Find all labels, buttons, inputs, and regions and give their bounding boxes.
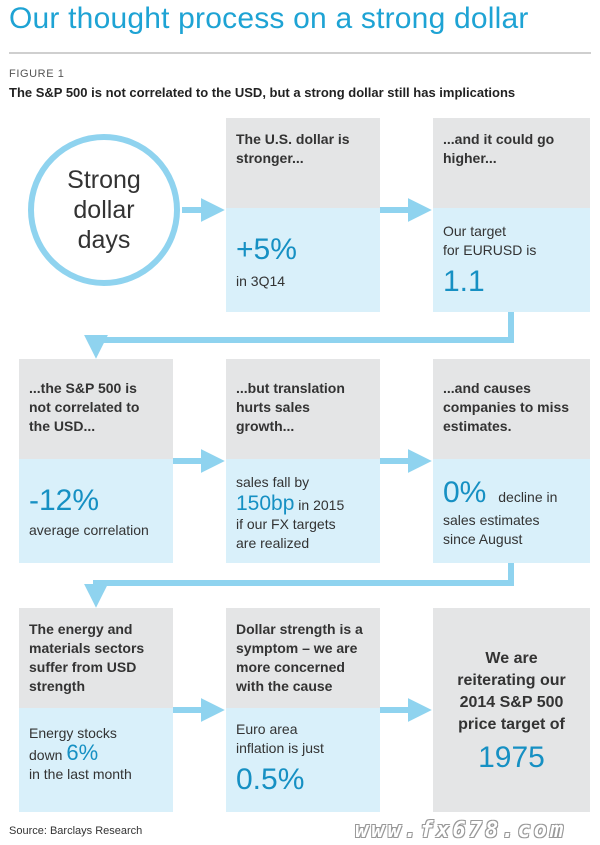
watermark: www.fx678.com bbox=[355, 818, 567, 843]
row1-col3-premise: ...and it could go higher... bbox=[433, 118, 590, 208]
energy-stocks-drop-value: 6% bbox=[66, 740, 99, 765]
euro-inflation-value: 0.5% bbox=[236, 763, 305, 796]
page-title: Our thought process on a strong dollar bbox=[9, 2, 529, 35]
sales-fall-value: 150bp bbox=[236, 492, 295, 515]
eurusd-target-value: 1.1 bbox=[443, 265, 485, 298]
row2-col1-premise: ...the S&P 500 is not correlated to the … bbox=[19, 359, 173, 459]
row2-col3-premise: ...and causes companies to miss estimate… bbox=[433, 359, 590, 459]
row2-col3-fact: 0% decline in sales estimates since Augu… bbox=[433, 459, 590, 563]
row2-col1-fact: -12% average correlation bbox=[19, 459, 173, 563]
figure-subtitle: The S&P 500 is not correlated to the USD… bbox=[9, 85, 516, 100]
arrow-down-icon bbox=[84, 312, 514, 359]
title-divider bbox=[9, 52, 591, 54]
row3-col2-premise: Dollar strength is a symptom – we are mo… bbox=[226, 608, 380, 708]
row3-col3-conclusion: We are reiterating our 2014 S&P 500 pric… bbox=[433, 608, 590, 812]
row3-col1-fact: Energy stocks down 6% in the last month bbox=[19, 708, 173, 812]
row1-col3-fact: Our target for EURUSD is 1.1 bbox=[433, 208, 590, 312]
row3-col1-premise: The energy and materials sectors suffer … bbox=[19, 608, 173, 708]
row1-col2-fact: +5% in 3Q14 bbox=[226, 208, 380, 312]
row2-col2-fact: sales fall by 150bp in 2015 if our FX ta… bbox=[226, 459, 380, 563]
row3-col2-fact: Euro area inflation is just 0.5% bbox=[226, 708, 380, 812]
row1-col2-premise: The U.S. dollar is stronger... bbox=[226, 118, 380, 208]
figure-label: FIGURE 1 bbox=[9, 68, 65, 80]
strong-dollar-circle: Strong dollar days bbox=[28, 134, 180, 286]
dollar-gain-value: +5% bbox=[236, 233, 297, 266]
arrow-down-icon bbox=[84, 563, 514, 608]
circle-text: Strong dollar days bbox=[67, 166, 141, 254]
estimates-decline-value: 0% bbox=[443, 476, 487, 509]
correlation-value: -12% bbox=[29, 484, 100, 517]
row2-col2-premise: ...but translation hurts sales growth... bbox=[226, 359, 380, 459]
source-note: Source: Barclays Research bbox=[9, 825, 143, 837]
price-target-value: 1975 bbox=[478, 741, 545, 774]
